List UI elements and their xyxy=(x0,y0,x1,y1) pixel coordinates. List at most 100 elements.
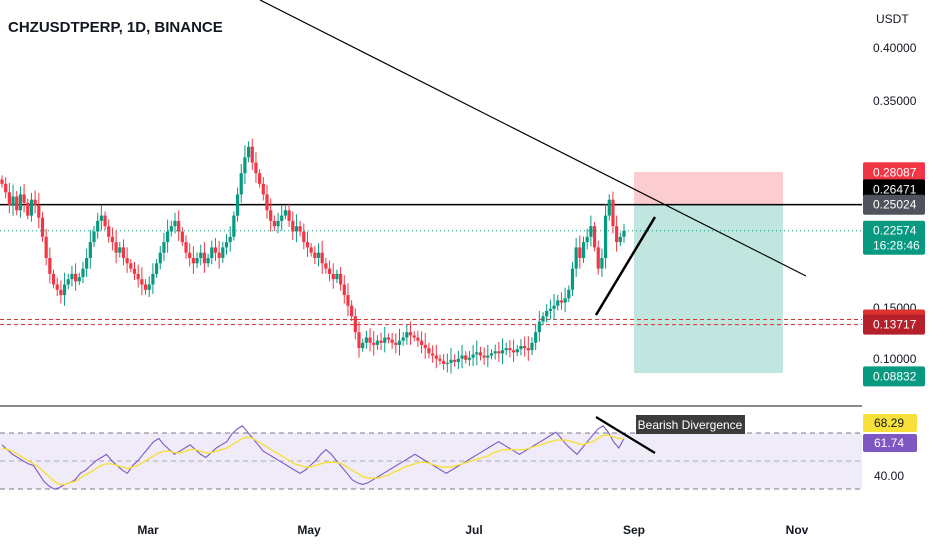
candle-body xyxy=(357,332,361,349)
candle-body xyxy=(559,300,564,303)
candle-body xyxy=(195,258,199,264)
rsi-pane[interactable]: Bearish Divergence xyxy=(0,415,862,490)
stop-loss-zone[interactable] xyxy=(634,172,783,204)
rsi-value-tag xyxy=(863,434,917,452)
x-tick-sep: Sep xyxy=(623,523,645,537)
candle-body xyxy=(442,360,446,364)
candle-body xyxy=(44,236,48,258)
candle-body xyxy=(570,268,575,290)
candle-body xyxy=(162,242,166,253)
x-tick-mar: Mar xyxy=(137,523,159,537)
candle-body xyxy=(88,242,92,258)
candle-body xyxy=(445,362,449,364)
candle-body xyxy=(62,284,67,296)
candles xyxy=(0,138,626,374)
candle-body xyxy=(129,263,133,269)
candle-body xyxy=(291,220,295,232)
candle-body xyxy=(33,199,37,205)
candle-body xyxy=(390,339,394,343)
candle-body xyxy=(243,157,247,174)
candle-body xyxy=(15,196,19,211)
candle-body xyxy=(574,247,578,269)
candle-body xyxy=(618,236,622,243)
candle-body xyxy=(22,194,26,203)
candle-body xyxy=(188,252,192,258)
candle-body xyxy=(519,345,523,350)
candle-body xyxy=(530,342,534,351)
candle-body xyxy=(589,226,593,237)
candle-body xyxy=(287,210,291,221)
candle-body xyxy=(581,242,586,258)
candle-body xyxy=(353,316,357,333)
candle-body xyxy=(497,351,501,354)
divergence-annotation[interactable]: Bearish Divergence xyxy=(636,415,745,434)
candle-body xyxy=(92,231,96,243)
candle-body xyxy=(140,279,144,285)
candle-body xyxy=(96,220,100,232)
candle-body xyxy=(596,247,600,269)
rsi-band xyxy=(0,433,862,489)
time-axis[interactable]: Mar May Jul Sep Nov xyxy=(137,523,808,537)
price-tag-label-1: 0.26471 xyxy=(873,182,917,196)
candle-body xyxy=(125,258,129,264)
candle-body xyxy=(177,220,181,232)
candle-body xyxy=(331,273,335,280)
candle-body xyxy=(537,321,541,333)
candle-body xyxy=(221,247,225,258)
candle-body xyxy=(622,230,626,237)
candle-body xyxy=(342,284,346,296)
rsi-ma-tag-label: 68.29 xyxy=(874,416,904,430)
candle-body xyxy=(567,289,571,299)
candle-body xyxy=(48,258,52,274)
y-tick-1: 0.35000 xyxy=(873,94,917,108)
candle-body xyxy=(419,340,424,345)
price-axis[interactable]: USDT 0.40000 0.35000 0.15000 0.10000 0.2… xyxy=(862,0,932,550)
candle-body xyxy=(327,268,332,274)
candle-body xyxy=(489,353,494,356)
candle-body xyxy=(132,268,137,274)
candle-body xyxy=(526,348,530,351)
candle-body xyxy=(464,355,468,360)
candle-body xyxy=(592,226,597,248)
candle-body xyxy=(276,220,280,227)
price-pane[interactable] xyxy=(0,0,862,405)
rising-price-trendline[interactable] xyxy=(594,216,657,316)
take-profit-zone[interactable] xyxy=(634,204,783,373)
candle-body xyxy=(475,352,479,355)
y-tick-3: 0.10000 xyxy=(873,352,917,366)
candle-body xyxy=(74,273,78,282)
candle-body xyxy=(401,337,405,341)
candle-body xyxy=(147,284,151,290)
candle-body xyxy=(280,215,284,221)
candle-body xyxy=(103,215,107,227)
candle-body xyxy=(600,258,604,269)
candle-body xyxy=(258,173,262,184)
price-tag-label-4: 0.22574 xyxy=(873,224,917,238)
candle-body xyxy=(55,284,59,290)
candle-body xyxy=(173,220,177,227)
candle-body xyxy=(305,242,310,248)
candle-body xyxy=(607,199,611,216)
candle-body xyxy=(265,194,269,211)
candle-body xyxy=(515,349,519,353)
candle-body xyxy=(394,342,398,345)
candle-body xyxy=(213,247,218,253)
candle-body xyxy=(412,335,416,338)
x-tick-may: May xyxy=(297,523,321,537)
horizontal-lines[interactable] xyxy=(0,203,862,326)
candle-body xyxy=(478,352,483,356)
candle-body xyxy=(493,351,497,354)
candle-body xyxy=(467,357,472,360)
candle-body xyxy=(552,305,556,309)
descending-trendline[interactable] xyxy=(259,0,807,277)
candle-body xyxy=(361,342,365,349)
candle-body xyxy=(548,308,552,311)
candle-body xyxy=(350,305,354,317)
candle-body xyxy=(202,252,207,264)
candle-body xyxy=(294,226,299,232)
rsi-divergence-line[interactable] xyxy=(595,416,656,454)
price-tag-label-3: 0.25024 xyxy=(873,198,917,212)
candle-body xyxy=(534,332,538,343)
candle-body xyxy=(107,226,111,237)
